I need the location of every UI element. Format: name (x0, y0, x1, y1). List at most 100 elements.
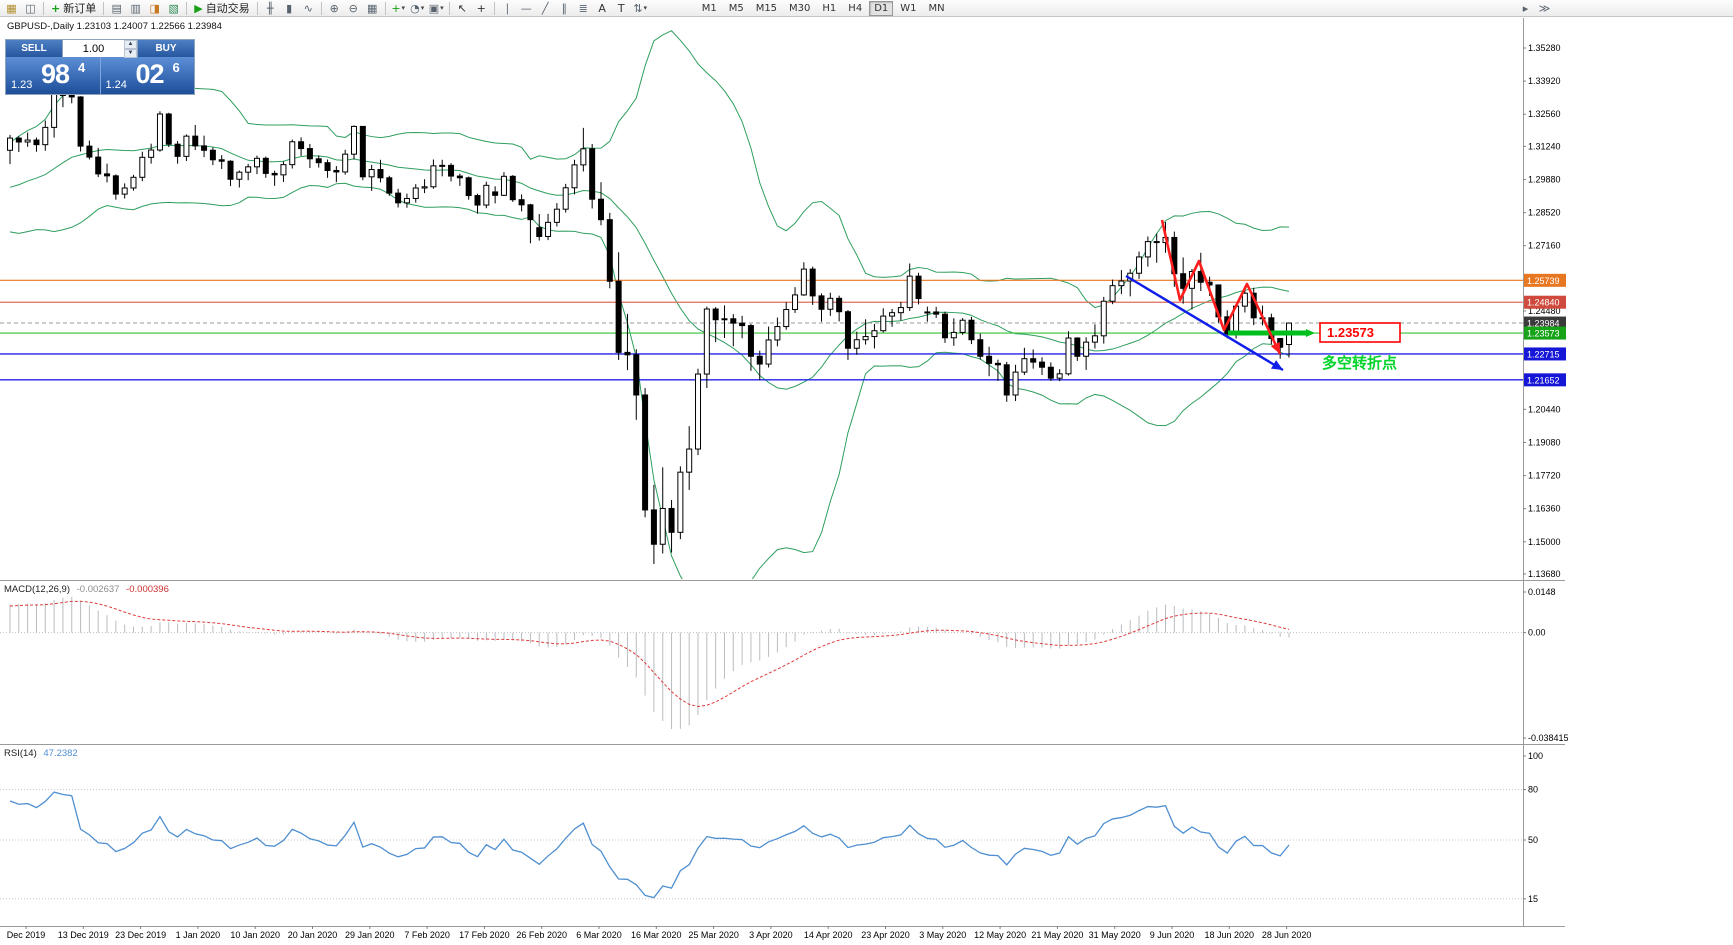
svg-text:50: 50 (1528, 835, 1538, 845)
autotrading-button[interactable]: ▶ 自动交易 (190, 1, 253, 16)
buy-price-pip: 6 (172, 60, 180, 75)
trend-annotations[interactable]: 1.23573 多空转折点 (1125, 219, 1401, 374)
svg-text:7 Feb 2020: 7 Feb 2020 (404, 930, 450, 940)
buy-price-button[interactable]: 1.24 02 6 (101, 57, 195, 94)
market-watch-icon-glyph: ▤ (111, 1, 122, 15)
timeframe-M5[interactable]: M5 (728, 2, 744, 14)
new-order-button[interactable]: + 新订单 (47, 1, 100, 16)
price-badge: 1.23573 (1524, 326, 1566, 340)
svg-text:14 Apr 2020: 14 Apr 2020 (804, 930, 853, 940)
rsi-value: 47.2382 (43, 748, 78, 759)
svg-text:23 Apr 2020: 23 Apr 2020 (861, 930, 910, 940)
tile-windows-icon-glyph: ▦ (366, 1, 378, 15)
svg-text:1.24840: 1.24840 (1527, 298, 1560, 308)
toolbar-separator (384, 1, 386, 15)
buy-button[interactable]: BUY (138, 40, 194, 57)
svg-text:1.25739: 1.25739 (1527, 276, 1560, 286)
rsi-panel (0, 789, 1523, 900)
svg-text:18 Jun 2020: 18 Jun 2020 (1205, 930, 1255, 940)
timeframe-M30[interactable]: M30 (789, 2, 811, 14)
sell-price-button[interactable]: 1.23 98 4 (6, 57, 101, 94)
svg-text:10 Jan 2020: 10 Jan 2020 (230, 930, 280, 940)
svg-text:0.0148: 0.0148 (1528, 587, 1556, 597)
timeframe-H4[interactable]: H4 (848, 2, 863, 14)
svg-text:1.20440: 1.20440 (1528, 404, 1561, 414)
indicator-axes: 0.0148 0.00 -0.038415 100 80 50 15 (1523, 587, 1569, 904)
label-icon[interactable]: T (612, 1, 631, 16)
zoom-in-icon[interactable]: ⊕ (325, 1, 344, 16)
crosshair-icon[interactable]: + (472, 1, 491, 16)
data-window-icon[interactable]: ▥ (126, 1, 145, 16)
buy-price-prefix: 1.24 (105, 79, 127, 91)
svg-text:0.00: 0.00 (1528, 628, 1546, 638)
svg-text:1.15000: 1.15000 (1528, 537, 1561, 547)
market-watch-icon[interactable]: ▤ (107, 1, 126, 16)
chart-window-icon[interactable]: ▦ (2, 1, 21, 16)
volume-down-button[interactable]: ▼ (124, 49, 137, 58)
sell-price-prefix: 1.23 (11, 79, 33, 91)
indicators-icon-glyph: + (391, 1, 401, 15)
arrows-dropdown-icon[interactable]: ⇅ ▾ (631, 1, 650, 16)
templates-dropdown-icon-dropdown[interactable]: ▾ (440, 4, 444, 12)
price-badge: 1.21652 (1524, 373, 1566, 387)
candlesticks (7, 73, 1292, 564)
periods-dropdown-icon[interactable]: ◔ ▾ (408, 1, 427, 16)
periods-dropdown-icon-dropdown[interactable]: ▾ (420, 4, 425, 12)
new-chart-icon[interactable]: ◫ (21, 1, 40, 16)
channel-icon[interactable]: ∥ (555, 1, 574, 16)
toolbar-separator (493, 1, 495, 15)
volume-up-button[interactable]: ▲ (124, 40, 137, 49)
fibonacci-icon[interactable]: ≣ (574, 1, 593, 16)
bar-chart-icon[interactable]: ╫ (261, 1, 280, 16)
indicators-icon[interactable]: + ▾ (389, 1, 408, 16)
arrows-dropdown-icon-dropdown[interactable]: ▾ (643, 4, 648, 12)
svg-text:80: 80 (1528, 785, 1538, 795)
panel-frames (0, 18, 1565, 927)
zoom-out-icon[interactable]: ⊖ (344, 1, 363, 16)
history-center-icon[interactable]: ◨ (145, 1, 164, 16)
candlestick-chart-icon[interactable]: ▮ (280, 1, 299, 16)
timeframe-M15[interactable]: M15 (755, 2, 778, 14)
horizontal-line-icon[interactable]: — (517, 1, 536, 16)
buy-price-big: 02 (135, 59, 165, 89)
chart-ohlc-readout: GBPUSD-,Daily 1.23103 1.24007 1.22566 1.… (7, 21, 222, 32)
trendline-icon[interactable]: ╱ (536, 1, 555, 16)
cursor-icon[interactable]: ↖ (453, 1, 472, 16)
vertical-line-icon[interactable]: ∣ (498, 1, 517, 16)
price-axis[interactable]: 1.35280 1.33920 1.32560 1.31240 1.29880 1.285… (1523, 43, 1566, 579)
timeframe-H1[interactable]: H1 (822, 2, 837, 14)
templates-dropdown-icon-glyph: ▣ (428, 1, 440, 15)
svg-text:26 Feb 2020: 26 Feb 2020 (516, 930, 567, 940)
svg-text:1.27160: 1.27160 (1528, 241, 1561, 251)
bollinger-bands (9, 30, 1290, 579)
candlestick-chart-icon-glyph: ▮ (286, 1, 293, 15)
tile-windows-icon[interactable]: ▦ (363, 1, 382, 16)
svg-text:12 May 2020: 12 May 2020 (974, 930, 1026, 940)
price-levels (0, 279, 1523, 381)
timeframe-MN[interactable]: MN (928, 2, 945, 14)
navigator-icon[interactable]: ▧ (164, 1, 183, 16)
line-chart-icon[interactable]: ∿ (299, 1, 318, 16)
new-order-button-label: 新订单 (63, 2, 97, 15)
rsi-label: RSI(14) 47.2382 (4, 748, 78, 759)
svg-text:6 Mar 2020: 6 Mar 2020 (576, 930, 622, 940)
toolbar-right-icons: ▸ ≫ (1516, 1, 1554, 16)
chart-window-icon-glyph: ▦ (6, 1, 17, 15)
indicators-icon-dropdown[interactable]: ▾ (401, 4, 406, 12)
svg-text:100: 100 (1528, 751, 1543, 761)
timeframe-W1[interactable]: W1 (900, 2, 917, 14)
auto-scroll-icon[interactable]: ≫ (1535, 1, 1554, 16)
templates-dropdown-icon[interactable]: ▣ ▾ (427, 1, 446, 16)
main-toolbar: ▦ ◫ + 新订单 ▤ ▥ ◨ ▧ ▶ 自动交易 ╫ ▮ ∿ ⊕ ⊖ ▦ + ▾ ◔ ▾ ▣ ▾ ↖ + ∣ — ╱ ∥ ≣ A T ⇅ ▾ M1… (0, 0, 1733, 17)
svg-text:Dec 2019: Dec 2019 (7, 930, 46, 940)
volume-input[interactable]: 1.00 (82, 42, 105, 55)
timeframe-M1[interactable]: M1 (701, 2, 717, 14)
text-icon[interactable]: A (593, 1, 612, 16)
timeframe-D1[interactable]: D1 (869, 0, 894, 16)
sell-button[interactable]: SELL (6, 40, 62, 57)
svg-text:1.23573: 1.23573 (1327, 325, 1374, 340)
chart-shift-icon[interactable]: ▸ (1516, 1, 1535, 16)
time-axis[interactable]: Dec 2019 13 Dec 2019 23 Dec 2019 1 Jan 2020… (7, 926, 1312, 940)
price-callout-box[interactable] (1319, 322, 1401, 343)
